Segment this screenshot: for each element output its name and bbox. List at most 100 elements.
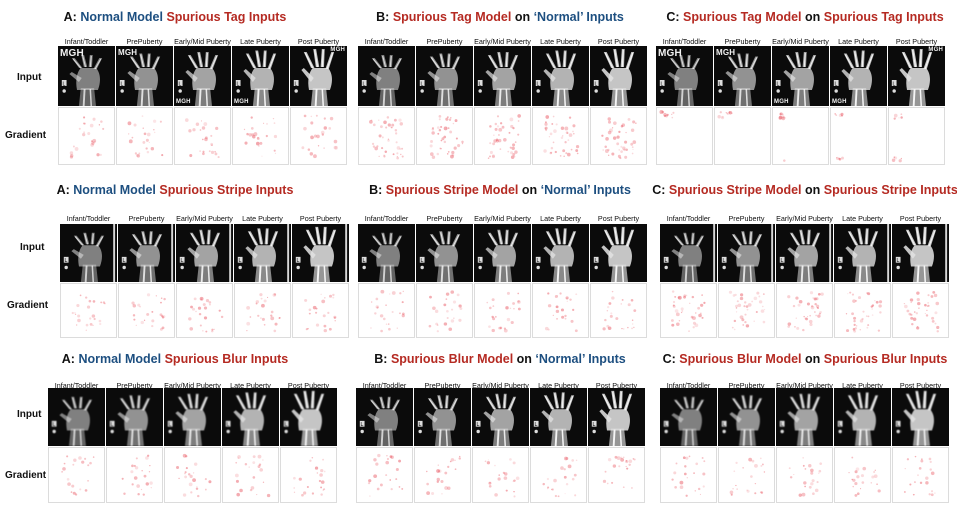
input-type: Spurious Stripe Inputs	[159, 183, 294, 197]
gradient-map-image	[60, 283, 117, 338]
svg-text:L: L	[594, 81, 597, 87]
svg-text:L: L	[52, 422, 55, 428]
xray-input-image: L MGH	[116, 46, 173, 106]
gradient-map-image	[414, 447, 471, 503]
column-label: Late Puberty	[842, 381, 883, 390]
xray-input-image: L	[234, 224, 291, 282]
xray-input-image: L	[532, 46, 589, 106]
spurious-tag-label: MGH	[832, 99, 847, 105]
svg-text:L: L	[896, 422, 899, 428]
column-label: Early/Mid Puberty	[174, 37, 231, 46]
svg-text:L: L	[180, 258, 183, 264]
svg-text:L: L	[896, 258, 899, 264]
column-label: PrePuberty	[426, 214, 463, 223]
gradient-map-image	[358, 107, 415, 165]
xray-input-image: L	[106, 388, 163, 446]
gradient-map-image	[660, 283, 717, 338]
column-label: Infant/Toddler	[662, 37, 707, 46]
input-type: ‘Normal’ Inputs	[535, 352, 626, 366]
xray-input-image: L	[776, 224, 833, 282]
row-label-input: Input	[20, 242, 45, 253]
panel-prefix: B:	[369, 183, 386, 197]
title-joiner: on	[518, 183, 541, 197]
xray-input-image: L	[118, 224, 175, 282]
panel-prefix: C:	[662, 352, 680, 366]
xray-input-image: L	[588, 388, 645, 446]
panel-title: C: Spurious Stripe Model on Spurious Str…	[650, 183, 957, 197]
gradient-map-image	[222, 447, 279, 503]
gradient-map-image	[834, 447, 891, 503]
svg-text:L: L	[664, 422, 667, 428]
gradient-map-image	[474, 283, 531, 338]
row-label-input: Input	[17, 409, 42, 420]
model-name: Spurious Blur Model	[390, 352, 514, 366]
svg-text:L: L	[238, 258, 241, 264]
svg-text:L: L	[420, 258, 423, 264]
panel-title: A: Normal Model Spurious Tag Inputs	[5, 10, 345, 24]
gradient-map-image	[590, 283, 647, 338]
gradient-map-image	[888, 107, 945, 165]
xray-input-image: L MGH	[290, 46, 347, 106]
xray-input-image: L MGH	[174, 46, 231, 106]
svg-text:L: L	[534, 422, 537, 428]
svg-text:L: L	[178, 81, 181, 87]
svg-text:L: L	[362, 258, 365, 264]
panel-prefix: A:	[61, 352, 79, 366]
gradient-map-image	[656, 107, 713, 165]
svg-text:L: L	[838, 422, 841, 428]
column-label: Early/Mid Puberty	[176, 214, 233, 223]
gradient-map-image	[118, 283, 175, 338]
xray-input-image: L	[416, 224, 473, 282]
column-label: Early/Mid Puberty	[772, 37, 829, 46]
row-label-input: Input	[17, 72, 42, 83]
xray-input-image: L	[718, 388, 775, 446]
gradient-map-image	[830, 107, 887, 165]
model-name: Spurious Tag Model	[392, 10, 512, 24]
gradient-map-image	[834, 283, 891, 338]
panel-title: B: Spurious Tag Model on ‘Normal’ Inputs	[345, 10, 655, 24]
column-label: Infant/Toddler	[54, 381, 99, 390]
xray-input-image: L	[48, 388, 105, 446]
xray-input-image: L	[176, 224, 233, 282]
input-type: Spurious Blur Inputs	[164, 352, 289, 366]
svg-text:L: L	[892, 81, 895, 87]
panel-prefix: C:	[652, 183, 669, 197]
column-label: Early/Mid Puberty	[474, 37, 531, 46]
panel-prefix: A:	[56, 183, 74, 197]
svg-text:L: L	[110, 422, 113, 428]
spurious-tag-label: MGH	[176, 99, 191, 105]
column-label: Infant/Toddler	[666, 214, 711, 223]
gradient-map-image	[416, 107, 473, 165]
input-type: Spurious Blur Inputs	[823, 352, 948, 366]
column-label: Late Puberty	[540, 214, 581, 223]
xray-input-image: L	[416, 46, 473, 106]
spurious-tag-label: MGH	[118, 48, 138, 57]
model-name: Spurious Stripe Model	[668, 183, 802, 197]
svg-text:L: L	[62, 81, 65, 87]
gradient-map-image	[776, 283, 833, 338]
svg-text:L: L	[122, 258, 125, 264]
title-joiner: on	[801, 10, 824, 24]
gradient-map-image	[358, 283, 415, 338]
svg-text:L: L	[722, 258, 725, 264]
xray-input-image: L	[292, 224, 349, 282]
column-label: Late Puberty	[240, 37, 281, 46]
column-label: Post Puberty	[297, 37, 340, 46]
panel-title: B: Spurious Stripe Model on ‘Normal’ Inp…	[345, 183, 655, 197]
model-name: Spurious Blur Model	[679, 352, 802, 366]
column-label: PrePuberty	[128, 214, 165, 223]
panel-title: C: Spurious Blur Model on Spurious Blur …	[650, 352, 957, 366]
xray-input-image: L	[892, 388, 949, 446]
model-name: Normal Model	[80, 10, 163, 24]
column-label: Infant/Toddler	[364, 214, 409, 223]
xray-input-image: L	[164, 388, 221, 446]
column-label: Late Puberty	[242, 214, 283, 223]
gradient-map-image	[660, 447, 717, 503]
xray-input-image: L	[60, 224, 117, 282]
gradient-map-image	[532, 107, 589, 165]
gradient-map-image	[474, 107, 531, 165]
xray-input-image: L	[530, 388, 587, 446]
column-label: Post Puberty	[895, 37, 938, 46]
xray-input-image: L	[358, 224, 415, 282]
xray-input-image: L MGH	[58, 46, 115, 106]
